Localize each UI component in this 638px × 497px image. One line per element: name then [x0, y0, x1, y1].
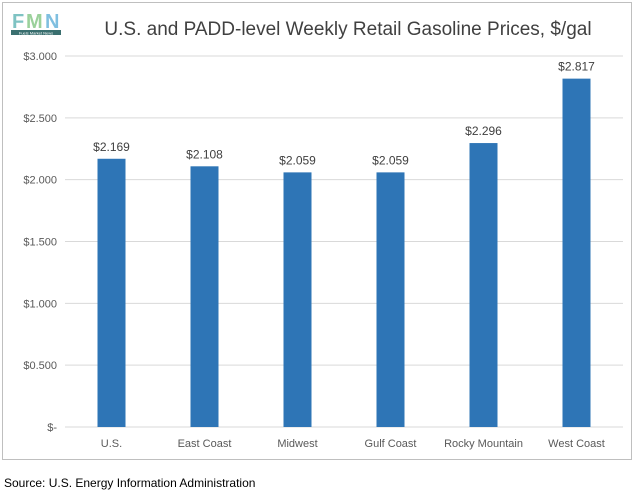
x-tick-label: West Coast [548, 438, 605, 450]
y-tick-label: $0.500 [23, 360, 57, 372]
bar [469, 143, 498, 427]
y-tick-label: $2.000 [23, 175, 57, 187]
data-label: $2.108 [186, 147, 223, 161]
y-tick-label: $- [47, 422, 57, 434]
bar [376, 172, 405, 427]
data-label: $2.059 [372, 153, 409, 167]
y-tick-label: $3.000 [23, 51, 57, 63]
bar-chart-plot: $- $0.500 $1.000 $1.500 $2.000 $2.500 $3.000 $2… [23, 51, 623, 450]
bar [562, 78, 591, 428]
bar [97, 158, 126, 427]
svg-text:M: M [26, 11, 43, 33]
chart-title: U.S. and PADD-level Weekly Retail Gasoli… [104, 19, 592, 40]
y-tick-label: $1.500 [23, 237, 57, 249]
data-label: $2.296 [465, 124, 502, 138]
data-label: $2.817 [558, 60, 595, 74]
x-tick-label: Gulf Coast [365, 438, 417, 450]
svg-text:N: N [45, 11, 59, 33]
y-tick-label: $1.000 [23, 298, 57, 310]
bar [283, 172, 312, 427]
svg-text:F: F [12, 11, 24, 33]
x-tick-label: East Coast [178, 438, 232, 450]
bar [190, 166, 219, 427]
chart-frame: F M N Fuels Market News U.S. and PADD-le… [2, 2, 632, 460]
fuels-market-news-logo: F M N Fuels Market News [9, 9, 63, 37]
data-label: $2.169 [93, 140, 130, 154]
source-note: Source: U.S. Energy Information Administ… [4, 476, 256, 490]
x-tick-label: Rocky Mountain [444, 438, 523, 450]
x-tick-label: U.S. [101, 438, 122, 450]
data-label: $2.059 [279, 153, 316, 167]
y-tick-label: $2.500 [23, 113, 57, 125]
svg-text:Fuels Market News: Fuels Market News [19, 31, 53, 36]
x-tick-label: Midwest [277, 438, 317, 450]
